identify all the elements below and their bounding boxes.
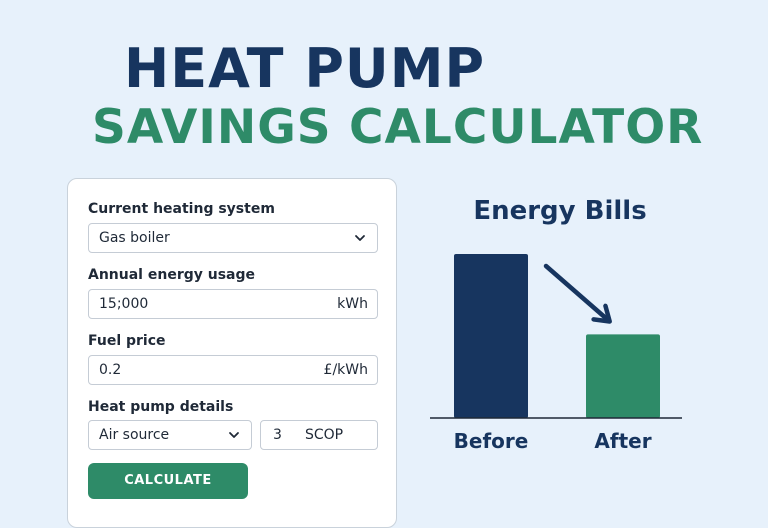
current-system-value: Gas boiler	[99, 230, 170, 246]
bar-after	[586, 334, 660, 418]
fuel-price-unit: £/kWh	[323, 362, 368, 378]
chevron-down-icon	[229, 432, 239, 438]
page-subtitle: SAVINGS CALCULATOR	[92, 100, 704, 155]
current-system-select[interactable]: Gas boiler	[88, 223, 378, 253]
fuel-price-value: 0.2	[99, 362, 122, 378]
scop-input[interactable]: 3 SCOP	[260, 420, 378, 450]
decrease-arrow-icon	[543, 263, 612, 324]
bar-label-before: Before	[454, 429, 529, 453]
annual-usage-input[interactable]: 15;000 kWh	[88, 289, 378, 319]
scop-unit: SCOP	[305, 427, 344, 443]
annual-usage-label: Annual energy usage	[88, 267, 256, 283]
scop-value: 3	[273, 427, 282, 443]
chart-title: Energy Bills	[473, 196, 647, 226]
bar-label-after: After	[594, 429, 651, 453]
bar-before	[454, 254, 528, 418]
calculator-form: Current heating system Gas boiler Annual…	[67, 178, 397, 528]
page-title: HEAT PUMP	[124, 37, 486, 100]
fuel-price-label: Fuel price	[88, 333, 166, 349]
annual-usage-unit: kWh	[337, 296, 368, 312]
fuel-price-input[interactable]: 0.2 £/kWh	[88, 355, 378, 385]
current-system-label: Current heating system	[88, 201, 275, 217]
annual-usage-value: 15;000	[99, 296, 149, 312]
heat-pump-type-select[interactable]: Air source	[88, 420, 252, 450]
heat-pump-type-value: Air source	[99, 427, 170, 443]
calculate-button[interactable]: CALCULATE	[88, 463, 248, 499]
heat-pump-label: Heat pump details	[88, 399, 234, 415]
chevron-down-icon	[355, 235, 365, 241]
energy-bills-chart: Before After	[430, 254, 682, 453]
